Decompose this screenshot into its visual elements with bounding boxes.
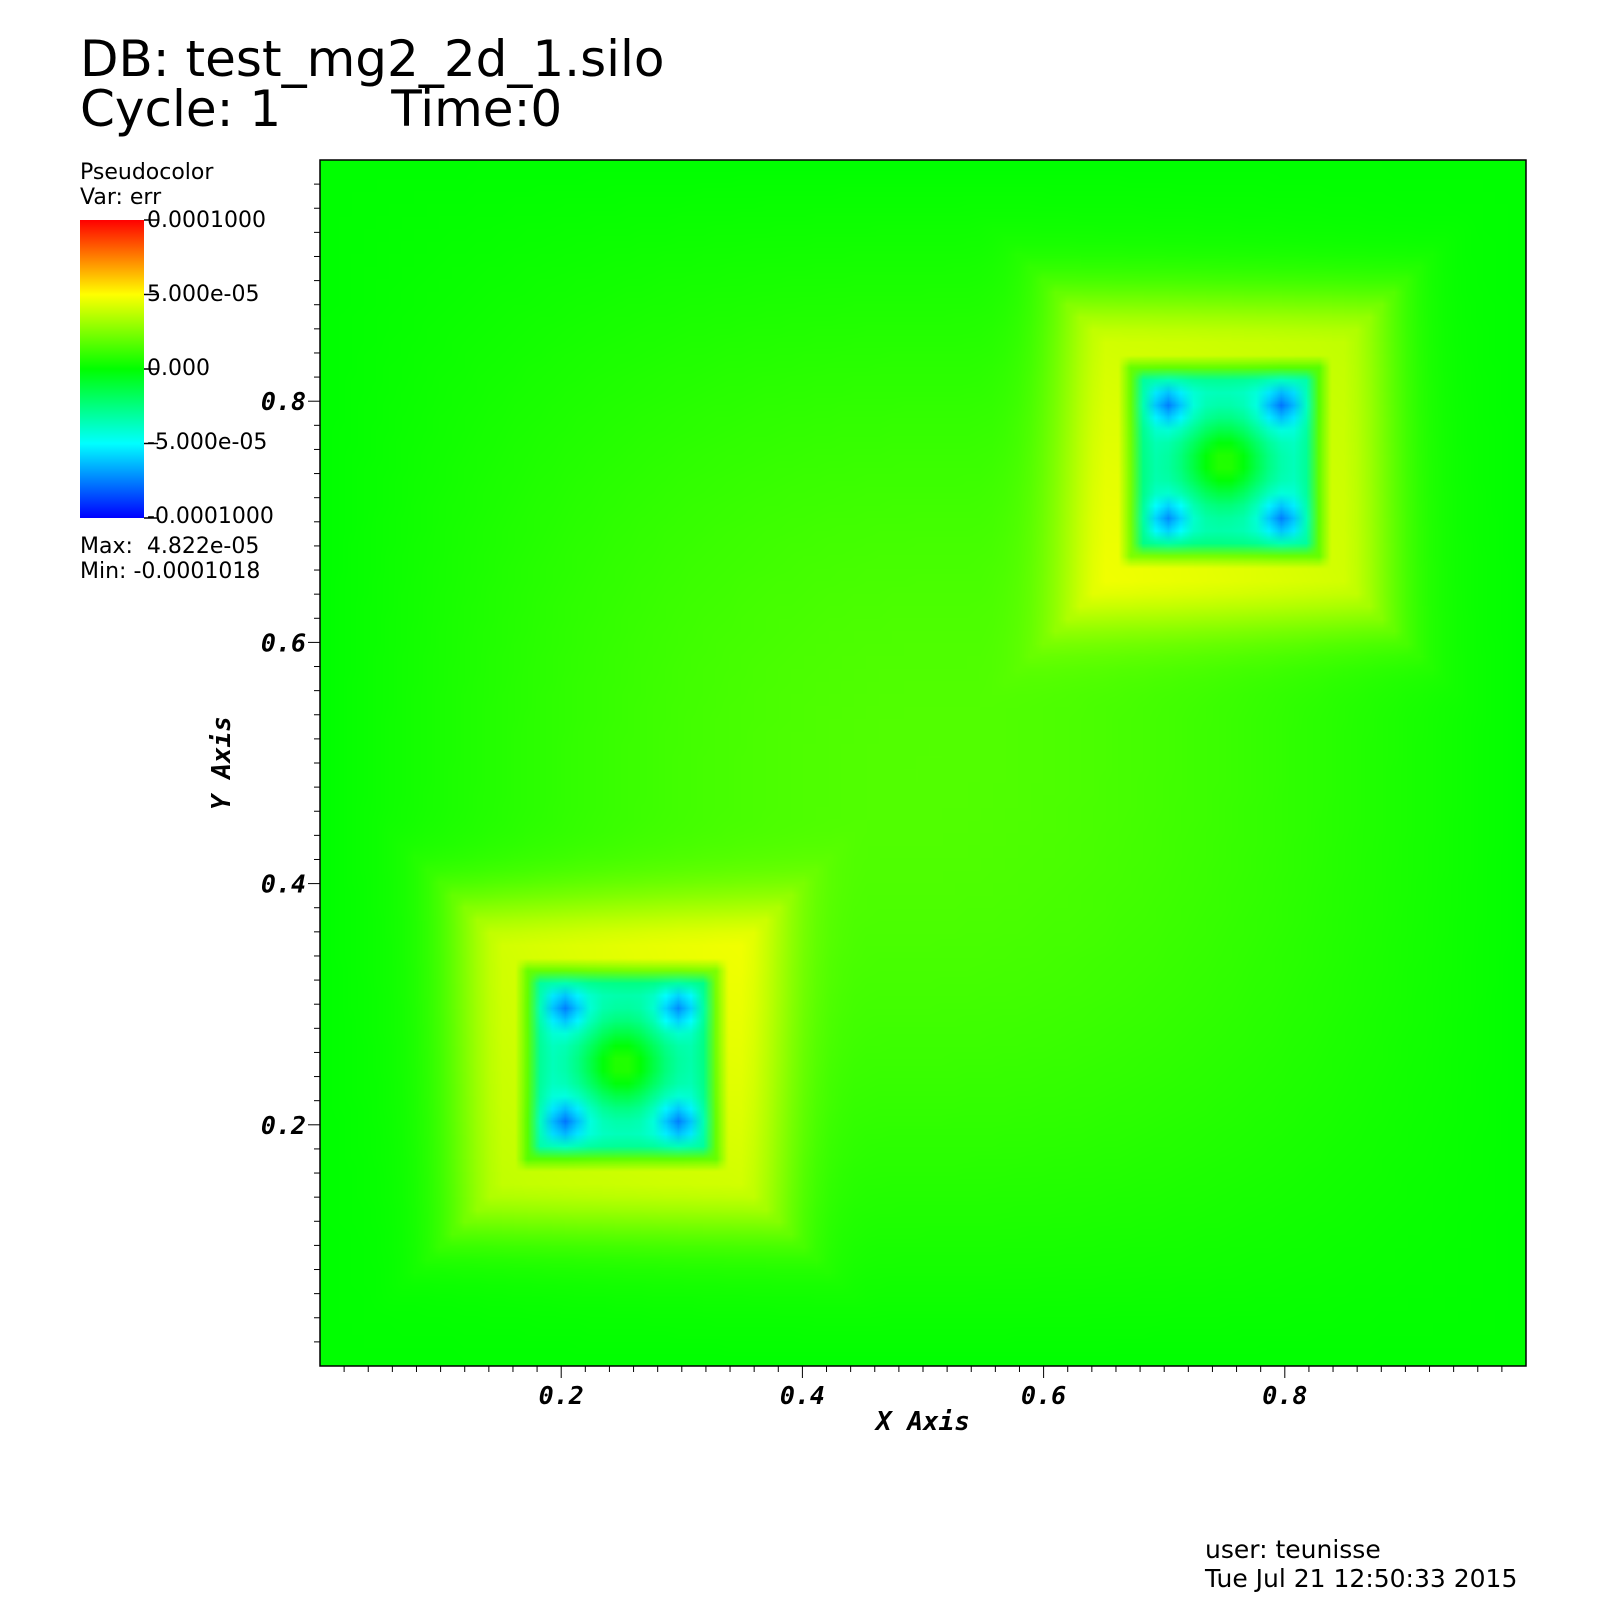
x-tick-label: 0.6 <box>1021 1381 1066 1410</box>
x-axis-title: X Axis <box>874 1407 970 1437</box>
legend-max-label: Max: 4.822e-05 <box>80 534 260 559</box>
colorbar-label-high: 5.000e-05 <box>147 282 260 307</box>
colorbar-ticks <box>144 219 158 519</box>
colorbar-label-zero: 0.000 <box>147 356 210 381</box>
y-tick-label: 0.4 <box>261 870 306 899</box>
heatmap-field <box>320 160 1526 1366</box>
colorbar <box>80 220 144 518</box>
y-tick-label: 0.2 <box>261 1111 306 1140</box>
y-axis-title: Y Axis <box>207 716 237 810</box>
colorbar-label-min: -0.0001000 <box>147 504 274 529</box>
legend-plot-type: Pseudocolor <box>80 160 214 185</box>
footer-date: Tue Jul 21 12:50:33 2015 <box>1205 1564 1518 1593</box>
cycle-label: Cycle: 1 <box>80 80 282 138</box>
colorbar-label-max: 0.0001000 <box>147 208 266 233</box>
y-tick-label: 0.6 <box>261 628 306 657</box>
x-tick-label: 0.4 <box>780 1381 825 1410</box>
x-tick-label: 0.8 <box>1262 1381 1307 1410</box>
axis-ticks <box>308 183 1503 1378</box>
footer-user: user: teunisse <box>1205 1535 1381 1564</box>
y-tick-label: 0.8 <box>261 387 306 416</box>
legend-var-label: Var: err <box>80 185 162 210</box>
colorbar-label-low: -5.000e-05 <box>147 430 268 455</box>
legend-min-label: Min: -0.0001018 <box>80 559 261 584</box>
database-title: DB: test_mg2_2d_1.silo <box>80 30 665 88</box>
cycle-time-line: Cycle: 1 Time:0 <box>80 84 562 134</box>
x-tick-label: 0.2 <box>539 1381 584 1410</box>
time-label: Time:0 <box>391 80 563 138</box>
